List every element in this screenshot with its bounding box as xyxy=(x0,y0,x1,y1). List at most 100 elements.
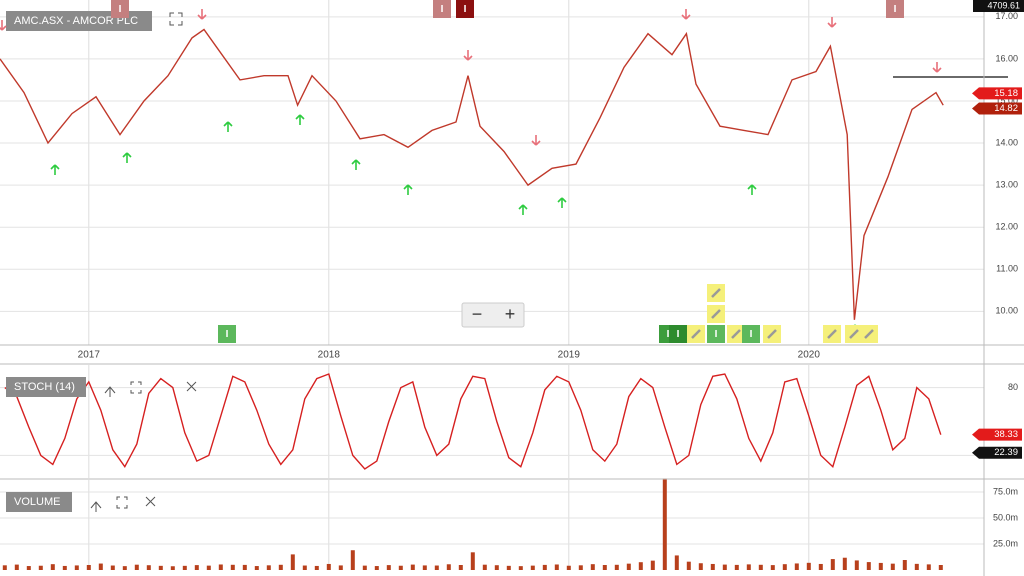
expand-icon[interactable] xyxy=(169,12,183,26)
volume-bar xyxy=(578,565,583,570)
info-badge[interactable] xyxy=(433,0,451,18)
volume-bar xyxy=(626,563,631,570)
info-badge[interactable] xyxy=(707,325,725,343)
sell-signal-arrow xyxy=(681,9,691,20)
pencil-icon xyxy=(767,329,777,339)
volume-bar xyxy=(494,565,499,570)
value-tag-label: 22.39 xyxy=(994,447,1018,458)
info-badge[interactable] xyxy=(218,325,236,343)
volume-bar xyxy=(338,565,343,570)
value-tag-label: 38.33 xyxy=(994,429,1018,440)
volume-bar xyxy=(674,555,679,570)
volume-bar xyxy=(14,564,19,570)
volume-bar xyxy=(686,561,691,570)
sell-signal-arrow xyxy=(463,50,473,61)
pencil-icon xyxy=(691,329,701,339)
volume-bar xyxy=(170,566,175,570)
volume-bar xyxy=(542,564,547,570)
volume-bar xyxy=(938,565,943,570)
buy-signal-arrow xyxy=(122,152,132,163)
marks-layer xyxy=(0,28,1008,570)
volume-bar xyxy=(374,566,379,570)
buy-signal-arrow xyxy=(223,121,233,132)
volume-bar xyxy=(914,563,919,570)
volume-bar xyxy=(434,565,439,570)
volume-bar xyxy=(302,565,307,570)
y-tick-label: 75.0m xyxy=(993,486,1018,496)
volume-bar xyxy=(566,565,571,570)
volume-bar xyxy=(806,562,811,570)
volume-bar xyxy=(878,562,883,570)
y-tick-label: 50.0m xyxy=(993,512,1018,522)
volume-bar xyxy=(614,564,619,570)
expand-icon[interactable] xyxy=(130,381,142,394)
value-tag xyxy=(972,102,1022,115)
volume-bar xyxy=(818,563,823,570)
buy-signal-arrow xyxy=(351,159,361,170)
volume-bar xyxy=(410,564,415,570)
volume-bar xyxy=(386,565,391,570)
header-value: 4709.61 xyxy=(987,0,1020,10)
volume-bar xyxy=(770,565,775,570)
expand-icon[interactable] xyxy=(116,496,128,509)
y-tick-label: 15.00 xyxy=(995,95,1018,105)
buy-signal-arrow xyxy=(403,184,413,195)
volume-bar xyxy=(698,563,703,570)
volume-bar xyxy=(890,563,895,570)
volume-bar xyxy=(146,565,151,570)
y-tick-label: 14.00 xyxy=(995,137,1018,147)
y-tick-label: 13.00 xyxy=(995,179,1018,189)
volume-bar xyxy=(206,565,211,570)
zoom-in-button[interactable]: + xyxy=(505,304,516,324)
info-badge-label: I xyxy=(667,329,670,340)
volume-bar xyxy=(350,550,355,570)
volume-bar xyxy=(458,565,463,570)
buy-signal-arrow xyxy=(295,114,305,125)
sell-signal-arrow xyxy=(932,62,942,73)
info-badge[interactable] xyxy=(886,0,904,18)
volume-bar xyxy=(314,565,319,570)
volume-bar xyxy=(2,565,7,570)
value-tag-label: 14.82 xyxy=(994,103,1018,114)
volume-bar xyxy=(470,552,475,570)
info-badge[interactable] xyxy=(111,0,129,18)
volume-bar xyxy=(398,565,403,570)
volume-bar xyxy=(134,564,139,570)
zoom-bar xyxy=(461,302,525,328)
volume-bar xyxy=(722,564,727,570)
sell-signal-arrow xyxy=(197,9,207,20)
y-tick-label: 11.00 xyxy=(996,264,1018,274)
move-up-icon[interactable] xyxy=(104,386,116,397)
price-line xyxy=(4,373,942,470)
volume-bar xyxy=(194,565,199,570)
pencil-icon xyxy=(827,329,837,339)
info-badge[interactable] xyxy=(742,325,760,343)
close-icon[interactable] xyxy=(186,381,197,392)
move-up-icon[interactable] xyxy=(90,501,102,512)
pencil-icon xyxy=(711,288,721,298)
info-badge[interactable] xyxy=(456,0,474,18)
value-tag xyxy=(972,428,1022,441)
price-line xyxy=(0,28,944,320)
info-badge-label: I xyxy=(715,329,718,340)
volume-bar xyxy=(98,563,103,570)
volume-bar xyxy=(638,562,643,570)
x-tick-label: 2019 xyxy=(558,350,581,361)
info-badge-label: I xyxy=(464,4,467,15)
value-tag xyxy=(972,446,1022,459)
volume-bar xyxy=(290,554,295,570)
volume-bar xyxy=(74,565,79,570)
volume-bar xyxy=(122,566,127,570)
info-badge[interactable] xyxy=(669,325,687,343)
close-icon[interactable] xyxy=(145,496,156,507)
volume-bar xyxy=(842,557,847,570)
zoom-out-button[interactable]: − xyxy=(472,304,483,324)
volume-bar xyxy=(758,564,763,570)
value-tag-label: 15.18 xyxy=(994,88,1018,99)
buy-signal-arrow xyxy=(518,204,528,215)
info-badge-label: I xyxy=(750,329,753,340)
volume-bar xyxy=(662,478,667,570)
info-badge-label: I xyxy=(441,4,444,15)
volume-bar xyxy=(26,566,31,570)
